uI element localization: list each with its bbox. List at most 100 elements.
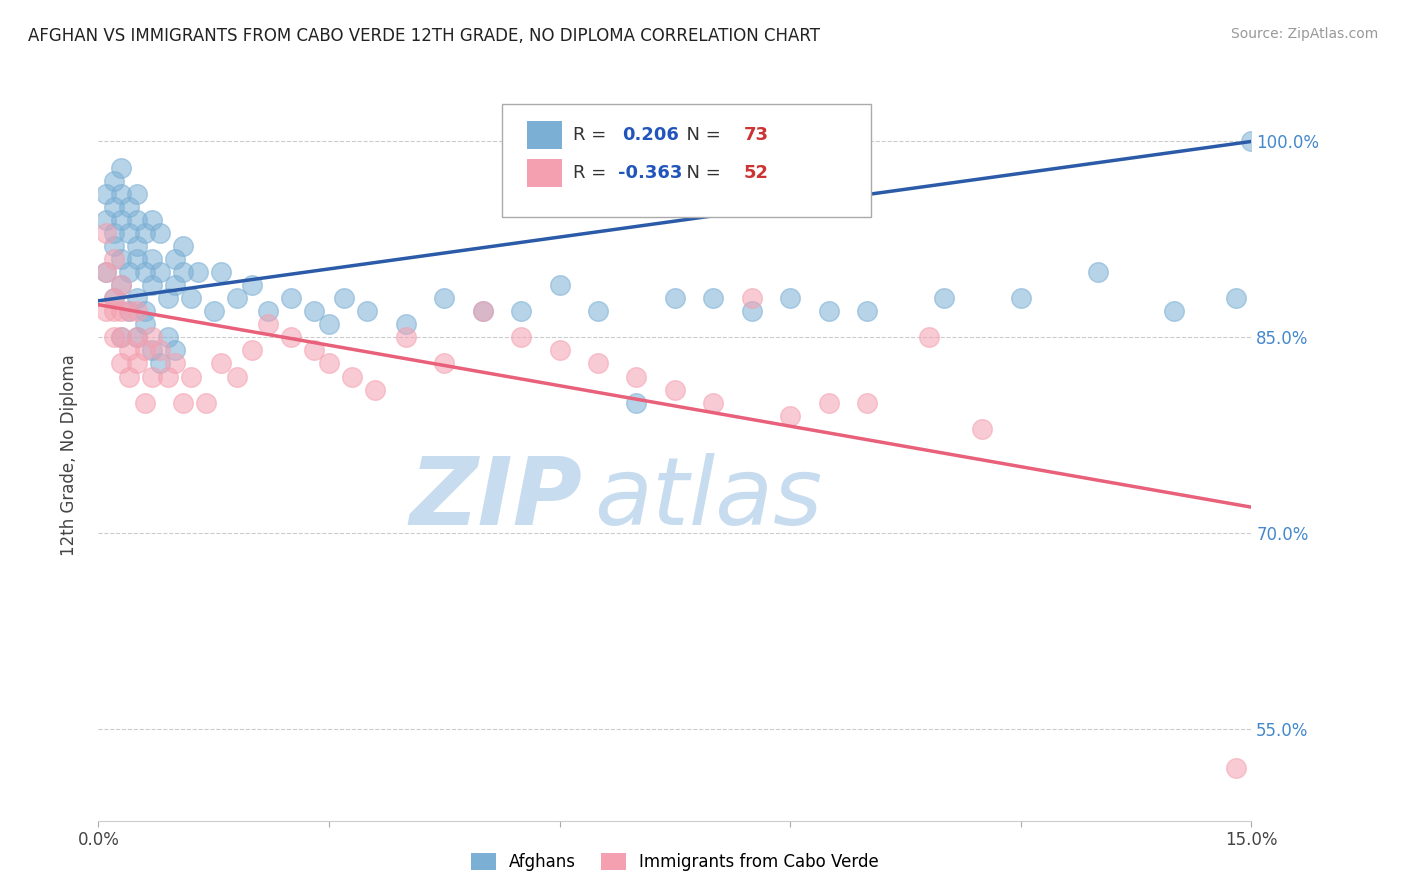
- Point: [118, 304, 141, 318]
- Point: [741, 304, 763, 318]
- Point: [702, 395, 724, 409]
- Point: [510, 304, 533, 318]
- Point: [180, 369, 202, 384]
- Point: [702, 291, 724, 305]
- Point: [626, 395, 648, 409]
- Point: [110, 252, 132, 266]
- Point: [395, 318, 418, 332]
- Point: [110, 330, 132, 344]
- Point: [209, 265, 232, 279]
- Point: [172, 239, 194, 253]
- Text: Source: ZipAtlas.com: Source: ZipAtlas.com: [1230, 27, 1378, 41]
- Point: [340, 369, 363, 384]
- Point: [110, 357, 132, 371]
- Point: [172, 395, 194, 409]
- Text: atlas: atlas: [595, 453, 823, 544]
- Legend: Afghans, Immigrants from Cabo Verde: Afghans, Immigrants from Cabo Verde: [464, 847, 886, 878]
- Point: [141, 278, 163, 293]
- Point: [195, 395, 218, 409]
- Point: [149, 226, 172, 240]
- Point: [779, 291, 801, 305]
- Point: [548, 343, 571, 358]
- Point: [110, 161, 132, 175]
- Point: [125, 212, 148, 227]
- Point: [165, 278, 187, 293]
- Point: [395, 330, 418, 344]
- Point: [817, 304, 839, 318]
- Point: [209, 357, 232, 371]
- Point: [917, 330, 939, 344]
- Point: [240, 278, 263, 293]
- Text: R =: R =: [574, 127, 613, 145]
- Point: [156, 291, 179, 305]
- Point: [856, 395, 879, 409]
- Point: [280, 330, 302, 344]
- Point: [972, 422, 994, 436]
- Point: [187, 265, 209, 279]
- Point: [125, 239, 148, 253]
- Point: [156, 330, 179, 344]
- Point: [356, 304, 378, 318]
- Point: [471, 304, 494, 318]
- Point: [1010, 291, 1032, 305]
- Point: [134, 318, 156, 332]
- Point: [664, 383, 686, 397]
- Point: [103, 252, 125, 266]
- Point: [817, 395, 839, 409]
- Point: [110, 186, 132, 201]
- Point: [156, 369, 179, 384]
- Point: [103, 174, 125, 188]
- Point: [741, 291, 763, 305]
- Point: [318, 318, 340, 332]
- Point: [256, 304, 278, 318]
- Point: [110, 212, 132, 227]
- Point: [94, 304, 117, 318]
- Point: [149, 265, 172, 279]
- Point: [94, 265, 117, 279]
- Point: [141, 330, 163, 344]
- Point: [118, 265, 141, 279]
- Text: ZIP: ZIP: [409, 453, 582, 545]
- Point: [433, 357, 456, 371]
- Point: [165, 357, 187, 371]
- FancyBboxPatch shape: [502, 103, 870, 218]
- FancyBboxPatch shape: [527, 160, 562, 187]
- Point: [103, 304, 125, 318]
- Point: [110, 304, 132, 318]
- Point: [141, 343, 163, 358]
- Point: [103, 330, 125, 344]
- Point: [1225, 291, 1247, 305]
- Point: [1087, 265, 1109, 279]
- Point: [318, 357, 340, 371]
- Point: [256, 318, 278, 332]
- Point: [1163, 304, 1185, 318]
- Point: [202, 304, 225, 318]
- Point: [103, 226, 125, 240]
- Point: [302, 304, 325, 318]
- Point: [134, 395, 156, 409]
- Point: [110, 278, 132, 293]
- Point: [125, 252, 148, 266]
- Point: [586, 357, 609, 371]
- Point: [118, 343, 141, 358]
- Point: [165, 343, 187, 358]
- Point: [125, 357, 148, 371]
- Text: AFGHAN VS IMMIGRANTS FROM CABO VERDE 12TH GRADE, NO DIPLOMA CORRELATION CHART: AFGHAN VS IMMIGRANTS FROM CABO VERDE 12T…: [28, 27, 820, 45]
- Point: [118, 226, 141, 240]
- Point: [932, 291, 955, 305]
- Point: [141, 252, 163, 266]
- Point: [103, 200, 125, 214]
- Point: [664, 291, 686, 305]
- Point: [626, 369, 648, 384]
- Point: [149, 357, 172, 371]
- Point: [471, 304, 494, 318]
- Point: [125, 330, 148, 344]
- Point: [856, 304, 879, 318]
- Point: [433, 291, 456, 305]
- Point: [103, 291, 125, 305]
- Point: [225, 291, 247, 305]
- Point: [165, 252, 187, 266]
- Text: R =: R =: [574, 164, 613, 182]
- Point: [280, 291, 302, 305]
- Point: [103, 239, 125, 253]
